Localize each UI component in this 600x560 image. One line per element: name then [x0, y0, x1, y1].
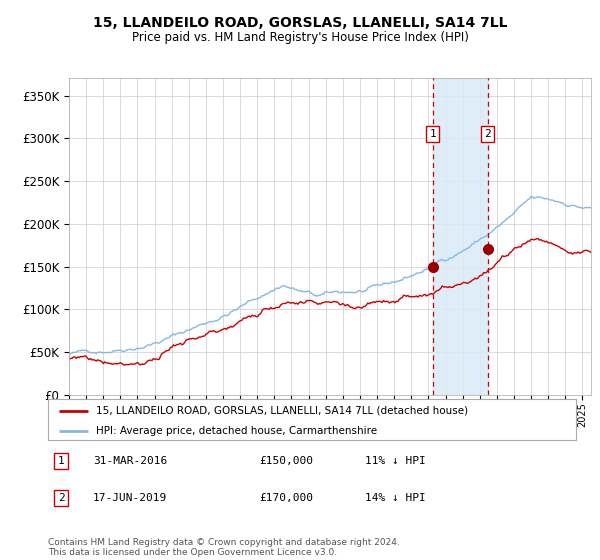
Text: 2: 2 — [484, 129, 491, 139]
Text: Contains HM Land Registry data © Crown copyright and database right 2024.
This d: Contains HM Land Registry data © Crown c… — [48, 538, 400, 557]
Text: £170,000: £170,000 — [259, 493, 313, 503]
Text: HPI: Average price, detached house, Carmarthenshire: HPI: Average price, detached house, Carm… — [95, 426, 377, 436]
Text: 31-MAR-2016: 31-MAR-2016 — [93, 456, 167, 466]
Text: 1: 1 — [58, 456, 65, 466]
Text: 15, LLANDEILO ROAD, GORSLAS, LLANELLI, SA14 7LL (detached house): 15, LLANDEILO ROAD, GORSLAS, LLANELLI, S… — [95, 405, 467, 416]
Text: 17-JUN-2019: 17-JUN-2019 — [93, 493, 167, 503]
Text: 2: 2 — [58, 493, 65, 503]
Text: 15, LLANDEILO ROAD, GORSLAS, LLANELLI, SA14 7LL: 15, LLANDEILO ROAD, GORSLAS, LLANELLI, S… — [93, 16, 507, 30]
Text: Price paid vs. HM Land Registry's House Price Index (HPI): Price paid vs. HM Land Registry's House … — [131, 31, 469, 44]
Text: £150,000: £150,000 — [259, 456, 313, 466]
Text: 1: 1 — [430, 129, 436, 139]
Text: 11% ↓ HPI: 11% ↓ HPI — [365, 456, 425, 466]
Bar — [433, 78, 488, 395]
Text: 14% ↓ HPI: 14% ↓ HPI — [365, 493, 425, 503]
